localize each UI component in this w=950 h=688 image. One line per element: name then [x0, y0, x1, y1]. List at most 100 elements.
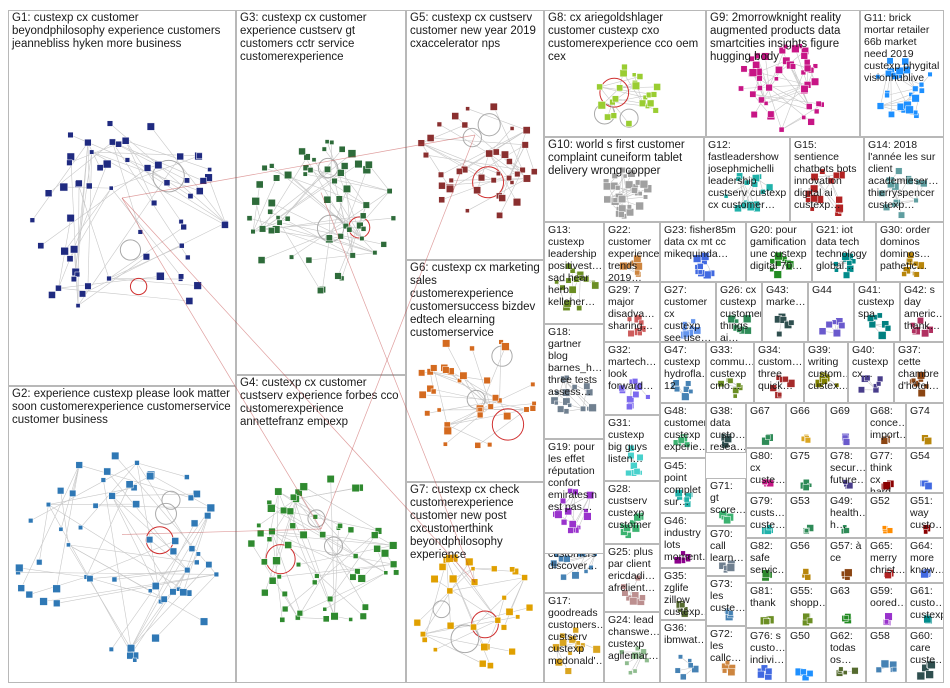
- group-network: [794, 667, 814, 681]
- edge: [87, 152, 93, 287]
- self-loop: [119, 239, 142, 261]
- vertex: [789, 63, 796, 70]
- vertex: [738, 85, 744, 92]
- edge: [89, 569, 188, 579]
- vertex: [842, 479, 848, 485]
- vertex: [846, 482, 854, 490]
- vertex: [474, 442, 482, 449]
- group-g70: G70: call learn…: [706, 526, 746, 576]
- vertex: [554, 279, 559, 285]
- group-network: [674, 654, 700, 681]
- group-g82: G82: safe servic…: [746, 538, 786, 583]
- vertex: [284, 215, 291, 222]
- vertex: [514, 171, 521, 178]
- group-network: [674, 489, 693, 508]
- edge: [489, 153, 518, 175]
- vertex: [372, 250, 378, 256]
- vertex: [446, 587, 454, 595]
- vertex: [563, 408, 570, 415]
- vertex: [652, 107, 659, 114]
- vertex: [348, 617, 353, 622]
- vertex: [917, 389, 926, 398]
- vertex: [323, 195, 332, 204]
- vertex: [37, 242, 45, 250]
- vertex: [477, 174, 486, 182]
- group-network: [841, 613, 852, 624]
- vertex: [749, 90, 757, 98]
- vertex: [147, 588, 153, 594]
- vertex: [393, 569, 400, 576]
- vertex: [445, 554, 454, 563]
- vertex: [451, 112, 460, 120]
- edge: [68, 544, 197, 563]
- edge: [422, 633, 513, 652]
- vertex: [693, 254, 702, 263]
- vertex: [448, 574, 458, 584]
- vertex: [106, 120, 114, 127]
- edge: [64, 187, 112, 252]
- vertex: [726, 563, 735, 572]
- group-network: [693, 252, 715, 280]
- group-g18: G18: gartner blog barnes_h… three tests …: [544, 324, 604, 439]
- vertex: [843, 527, 850, 534]
- vertex: [330, 612, 339, 621]
- vertex: [736, 382, 742, 388]
- vertex: [196, 187, 204, 195]
- group-g47: G47: custexp hydrofla… 12: [660, 342, 706, 403]
- vertex: [498, 339, 504, 345]
- edge: [890, 71, 892, 115]
- edge: [56, 464, 80, 589]
- vertex: [559, 497, 567, 504]
- vertex: [724, 660, 731, 666]
- group-network: [552, 626, 601, 675]
- edge: [563, 491, 576, 523]
- vertex: [560, 519, 568, 526]
- vertex: [623, 524, 631, 532]
- vertex: [882, 481, 892, 490]
- group-g33: G33: commu… custexp cmo…: [706, 342, 754, 403]
- vertex: [322, 615, 330, 623]
- edge: [48, 141, 113, 194]
- vertex: [337, 169, 345, 177]
- vertex: [307, 167, 314, 173]
- vertex: [805, 197, 811, 203]
- group-g43: G43: marke…: [762, 282, 808, 342]
- group-network: [916, 660, 936, 681]
- vertex: [684, 441, 691, 448]
- vertex: [390, 560, 398, 568]
- vertex: [801, 115, 807, 120]
- vertex: [75, 179, 83, 187]
- vertex: [834, 267, 839, 273]
- vertex: [876, 102, 885, 110]
- vertex: [910, 322, 916, 328]
- group-g29: G29: 7 major disadva… sharing…: [604, 282, 660, 342]
- edge: [447, 424, 490, 445]
- vertex: [883, 619, 889, 625]
- vertex: [530, 168, 538, 175]
- vertex: [364, 160, 373, 169]
- vertex: [340, 162, 349, 170]
- vertex: [509, 180, 515, 185]
- vertex: [470, 566, 476, 571]
- vertex: [575, 640, 581, 646]
- group-g42: G42: s day americ… thank…: [900, 282, 944, 342]
- group-g38: G38: data custo… resea… share…: [706, 403, 746, 453]
- vertex: [592, 645, 601, 654]
- vertex: [66, 152, 75, 161]
- vertex: [567, 650, 573, 656]
- group-g64: G64: more know…: [906, 538, 944, 583]
- group-network: [619, 254, 643, 278]
- group-g17: G17: goodreads customers… custserv custe…: [544, 593, 604, 683]
- vertex: [461, 121, 469, 129]
- vertex: [53, 599, 61, 607]
- vertex: [679, 602, 686, 609]
- vertex: [386, 188, 393, 195]
- vertex: [809, 206, 815, 212]
- vertex: [677, 436, 685, 444]
- group-g1: G1: custexp cx customer beyondphilosophy…: [8, 10, 236, 386]
- vertex: [500, 624, 508, 631]
- vertex: [633, 513, 642, 522]
- group-network: [603, 167, 652, 220]
- vertex: [886, 57, 894, 65]
- vertex: [627, 452, 635, 460]
